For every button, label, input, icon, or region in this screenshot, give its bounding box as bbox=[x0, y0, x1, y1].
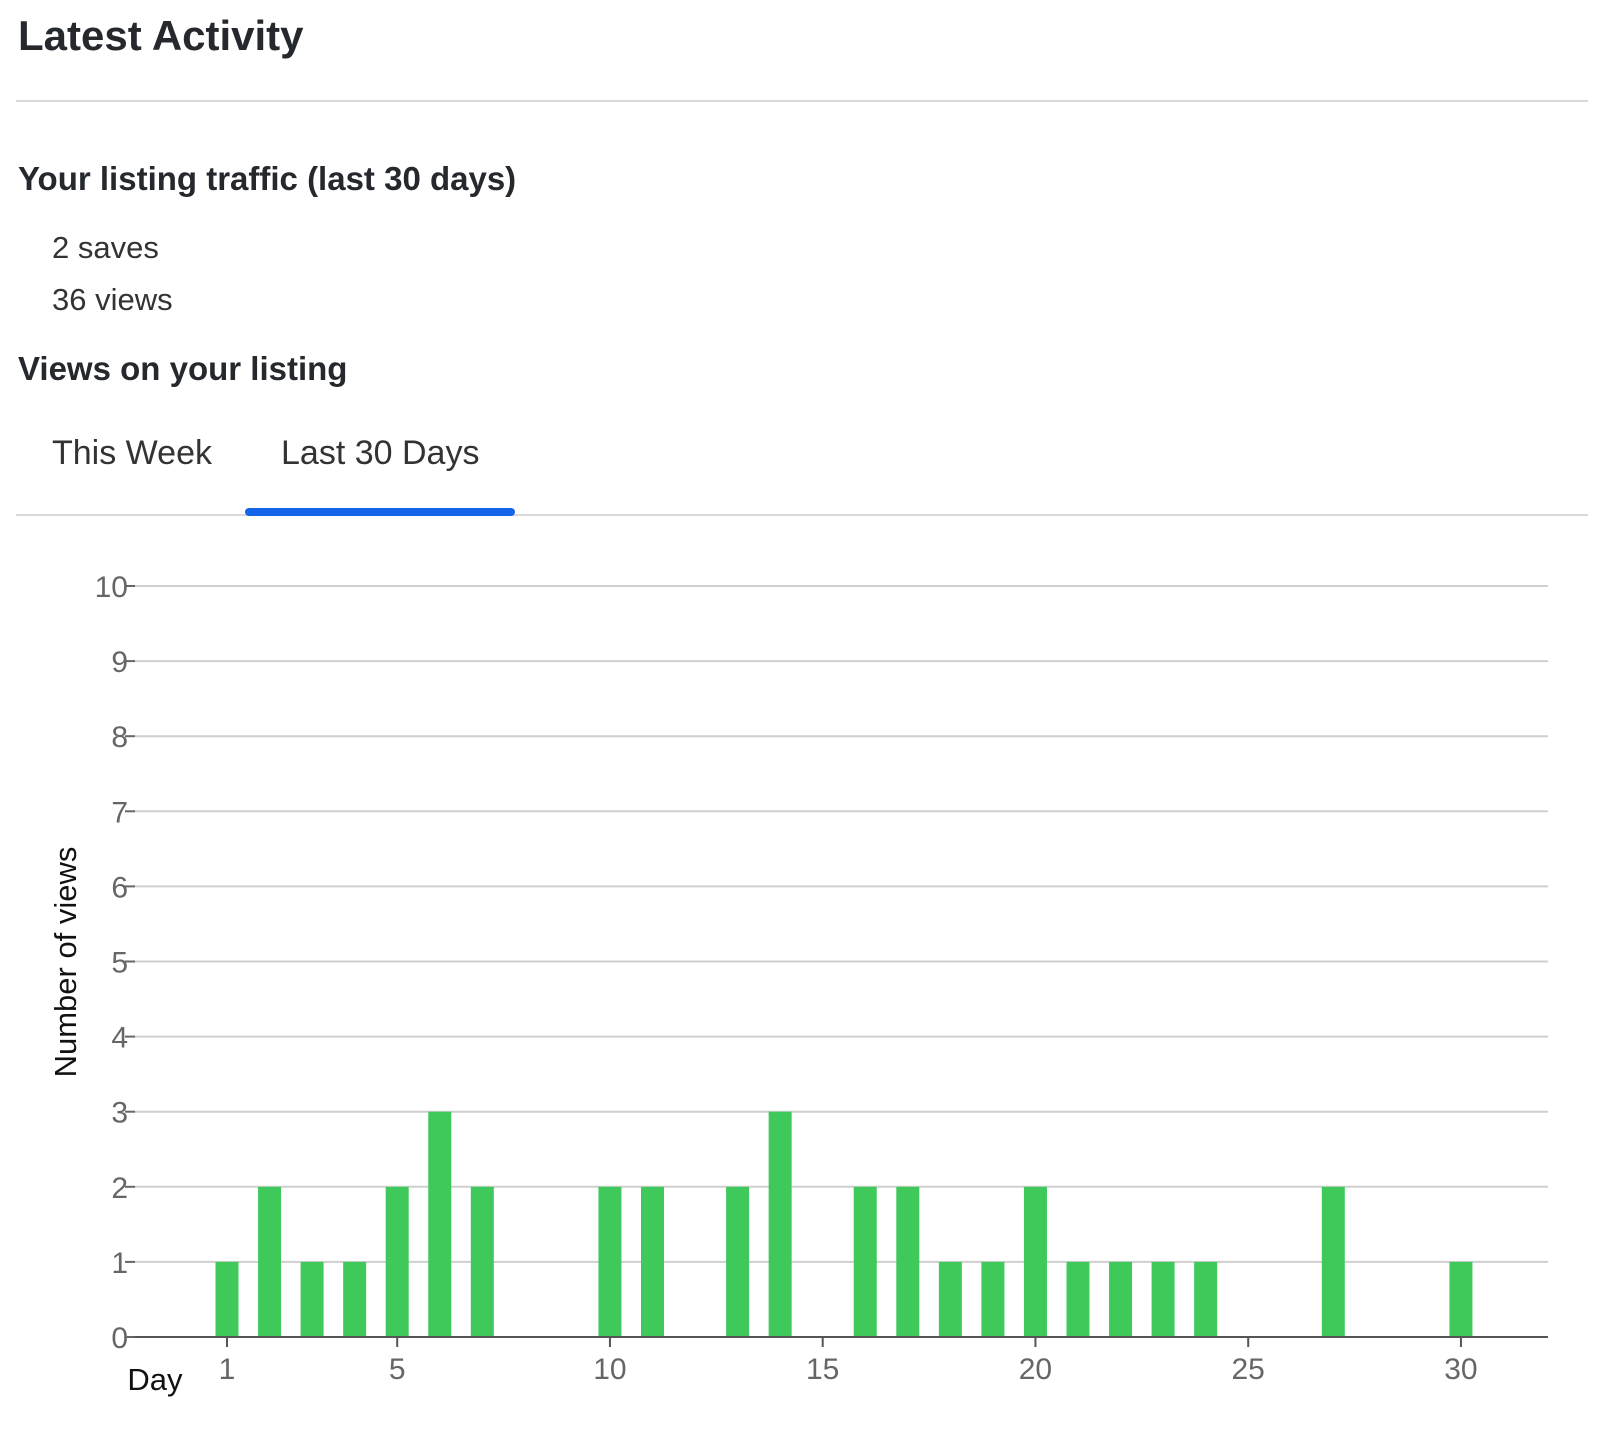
bar-day-7 bbox=[470, 1186, 494, 1337]
y-axis-title: Number of views bbox=[48, 847, 83, 1078]
views-tabs: This Week Last 30 Days bbox=[16, 420, 1588, 528]
bar-day-3 bbox=[300, 1261, 324, 1337]
x-tick-label: 25 bbox=[1232, 1353, 1265, 1386]
bar-day-6 bbox=[428, 1111, 452, 1337]
bar-day-23 bbox=[1151, 1261, 1175, 1337]
bar-day-30 bbox=[1449, 1261, 1473, 1337]
tab-last-30-days[interactable]: Last 30 Days bbox=[281, 434, 480, 472]
active-tab-indicator bbox=[245, 508, 515, 516]
y-tick-label: 8 bbox=[111, 721, 128, 754]
bar-day-1 bbox=[215, 1261, 239, 1337]
y-tick-label: 4 bbox=[111, 1022, 128, 1055]
bar-day-14 bbox=[768, 1111, 792, 1337]
y-tick-label: 6 bbox=[111, 871, 128, 904]
y-tick-label: 2 bbox=[111, 1172, 128, 1205]
x-tick-label: 20 bbox=[1019, 1353, 1052, 1386]
bar-day-17 bbox=[896, 1186, 920, 1337]
header-divider bbox=[16, 100, 1588, 102]
x-tick-label: 30 bbox=[1444, 1353, 1477, 1386]
bar-day-21 bbox=[1066, 1261, 1090, 1337]
y-tick-label: 7 bbox=[111, 796, 128, 829]
x-tick-label: 5 bbox=[389, 1353, 406, 1386]
bar-day-4 bbox=[343, 1261, 367, 1337]
y-tick-label: 0 bbox=[111, 1322, 128, 1355]
bar-day-24 bbox=[1194, 1261, 1218, 1337]
bar-day-16 bbox=[853, 1186, 877, 1337]
bar-day-10 bbox=[598, 1186, 622, 1337]
bar-day-20 bbox=[1023, 1186, 1047, 1337]
page-title: Latest Activity bbox=[18, 12, 304, 59]
traffic-title: Your listing traffic (last 30 days) bbox=[18, 160, 517, 197]
y-tick-label: 1 bbox=[111, 1247, 128, 1280]
y-tick-label: 9 bbox=[111, 646, 128, 679]
bar-day-5 bbox=[385, 1186, 409, 1337]
y-tick-label: 3 bbox=[111, 1097, 128, 1130]
x-tick-label: 1 bbox=[219, 1353, 236, 1386]
bar-day-13 bbox=[726, 1186, 750, 1337]
views-count: 36 views bbox=[52, 282, 173, 317]
tab-this-week[interactable]: This Week bbox=[52, 434, 212, 472]
bar-day-27 bbox=[1321, 1186, 1345, 1337]
y-tick-label: 5 bbox=[111, 947, 128, 980]
bar-day-11 bbox=[641, 1186, 664, 1337]
x-tick-label: 10 bbox=[593, 1353, 626, 1386]
bar-day-2 bbox=[258, 1186, 282, 1337]
saves-count: 2 saves bbox=[52, 230, 159, 265]
views-section-title: Views on your listing bbox=[18, 350, 348, 387]
bar-day-22 bbox=[1109, 1261, 1133, 1337]
tabs-divider bbox=[16, 514, 1588, 516]
y-tick-label: 10 bbox=[95, 571, 128, 604]
x-axis-title: Day bbox=[127, 1362, 183, 1397]
bar-day-19 bbox=[981, 1261, 1005, 1337]
bar-day-18 bbox=[938, 1261, 962, 1337]
x-tick-label: 15 bbox=[806, 1353, 839, 1386]
